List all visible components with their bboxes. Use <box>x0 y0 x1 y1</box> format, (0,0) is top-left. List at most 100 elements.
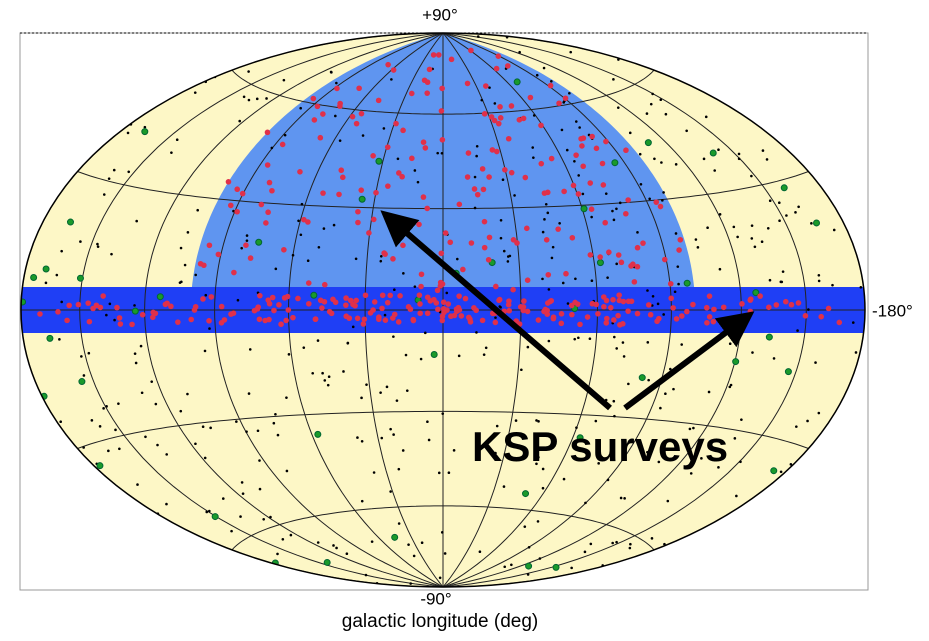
source <box>389 490 392 493</box>
source <box>133 352 137 355</box>
source <box>555 226 561 232</box>
source <box>747 296 754 302</box>
source <box>508 169 515 176</box>
source <box>703 304 710 311</box>
source <box>370 152 376 159</box>
source <box>326 383 330 387</box>
source <box>310 95 317 102</box>
source <box>570 566 573 570</box>
source <box>590 215 593 219</box>
source <box>447 471 451 475</box>
source <box>427 438 431 442</box>
source <box>66 218 74 226</box>
source <box>361 316 368 323</box>
source <box>255 97 259 101</box>
source <box>547 339 551 343</box>
source <box>589 300 596 307</box>
source <box>437 279 444 286</box>
source <box>537 420 540 423</box>
source <box>480 186 487 193</box>
source <box>430 52 437 58</box>
source <box>456 307 463 313</box>
source <box>493 65 500 72</box>
source <box>257 292 263 299</box>
source <box>618 259 625 266</box>
source <box>750 174 753 178</box>
source <box>80 355 83 358</box>
source <box>397 293 403 299</box>
source <box>60 300 63 304</box>
source <box>400 242 406 249</box>
source <box>508 103 515 109</box>
source <box>134 361 138 365</box>
source <box>416 221 422 228</box>
source <box>569 311 575 318</box>
source <box>522 490 530 498</box>
source <box>385 385 389 389</box>
source <box>193 91 197 94</box>
source <box>405 304 412 310</box>
source <box>360 499 364 503</box>
source <box>317 246 321 249</box>
source <box>105 405 108 408</box>
source <box>502 249 506 253</box>
source <box>737 157 741 161</box>
source <box>440 531 444 534</box>
source <box>282 78 286 82</box>
source <box>188 316 195 323</box>
source <box>788 301 795 308</box>
source <box>545 271 552 278</box>
source <box>395 399 399 402</box>
source <box>265 209 271 216</box>
source <box>689 472 693 475</box>
source <box>441 412 445 415</box>
source <box>276 552 279 556</box>
source <box>623 210 629 217</box>
source <box>836 319 843 326</box>
source <box>728 342 732 346</box>
source <box>677 282 680 286</box>
source <box>581 192 585 196</box>
parallel <box>231 505 655 551</box>
source <box>796 329 799 332</box>
source <box>364 573 368 577</box>
source <box>205 510 209 514</box>
source <box>228 311 234 317</box>
source <box>646 450 649 454</box>
source <box>467 319 474 325</box>
source <box>276 301 282 308</box>
source <box>634 263 641 270</box>
source <box>541 230 545 234</box>
source <box>194 442 197 446</box>
source <box>782 298 789 305</box>
source <box>601 303 607 310</box>
source <box>589 542 593 546</box>
source <box>752 289 760 297</box>
source <box>765 333 773 341</box>
source <box>247 392 251 395</box>
source <box>468 240 475 246</box>
source <box>373 189 379 196</box>
source <box>584 314 591 320</box>
source <box>85 300 91 306</box>
source <box>366 230 372 236</box>
source <box>499 236 503 240</box>
source <box>587 252 594 258</box>
source <box>578 126 581 129</box>
source <box>661 199 664 202</box>
source <box>694 238 698 241</box>
source <box>102 407 105 410</box>
source <box>356 436 359 439</box>
source <box>384 299 391 306</box>
source <box>392 433 395 436</box>
source <box>494 451 497 455</box>
source <box>784 368 792 376</box>
source <box>733 437 737 440</box>
source <box>575 191 582 197</box>
source <box>817 279 821 283</box>
source <box>118 447 121 451</box>
source <box>656 315 662 322</box>
parallel <box>77 410 809 449</box>
source <box>395 319 402 325</box>
source <box>526 573 530 576</box>
